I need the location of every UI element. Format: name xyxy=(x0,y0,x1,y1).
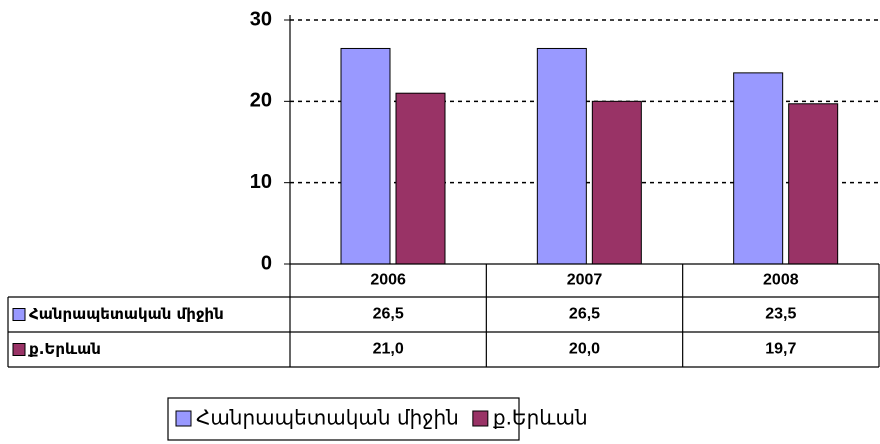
y-tick-label: 30 xyxy=(250,8,272,30)
legend-label: ք.Երևան xyxy=(493,406,588,430)
legend-label: Հանրապետական միջին xyxy=(196,406,459,430)
y-tick-label: 20 xyxy=(250,90,272,112)
legend-box xyxy=(167,397,520,441)
table-cell: 19,7 xyxy=(765,341,796,358)
row-label: Հանրապետական միջին xyxy=(29,305,224,323)
table-cell: 23,5 xyxy=(765,306,796,323)
bar xyxy=(340,47,391,265)
table-cell: 26,5 xyxy=(569,306,600,323)
legend-swatch xyxy=(12,308,26,321)
bar xyxy=(395,92,446,265)
x-tick-label: 2007 xyxy=(567,272,603,289)
x-tick-label: 2008 xyxy=(763,272,799,289)
legend-swatch xyxy=(175,410,192,427)
table-cell: 26,5 xyxy=(373,306,404,323)
y-tick-label: 10 xyxy=(250,171,272,193)
x-tick-label: 2006 xyxy=(370,272,406,289)
bar xyxy=(536,47,587,265)
bar xyxy=(788,103,839,265)
table-cell: 21,0 xyxy=(373,341,404,358)
legend-swatch xyxy=(472,410,489,427)
bar xyxy=(733,72,784,265)
table-cell: 20,0 xyxy=(569,341,600,358)
bar xyxy=(591,100,642,265)
row-label: ք.Երևան xyxy=(28,340,101,358)
legend-swatch xyxy=(12,343,26,356)
y-tick-label: 0 xyxy=(261,252,272,274)
